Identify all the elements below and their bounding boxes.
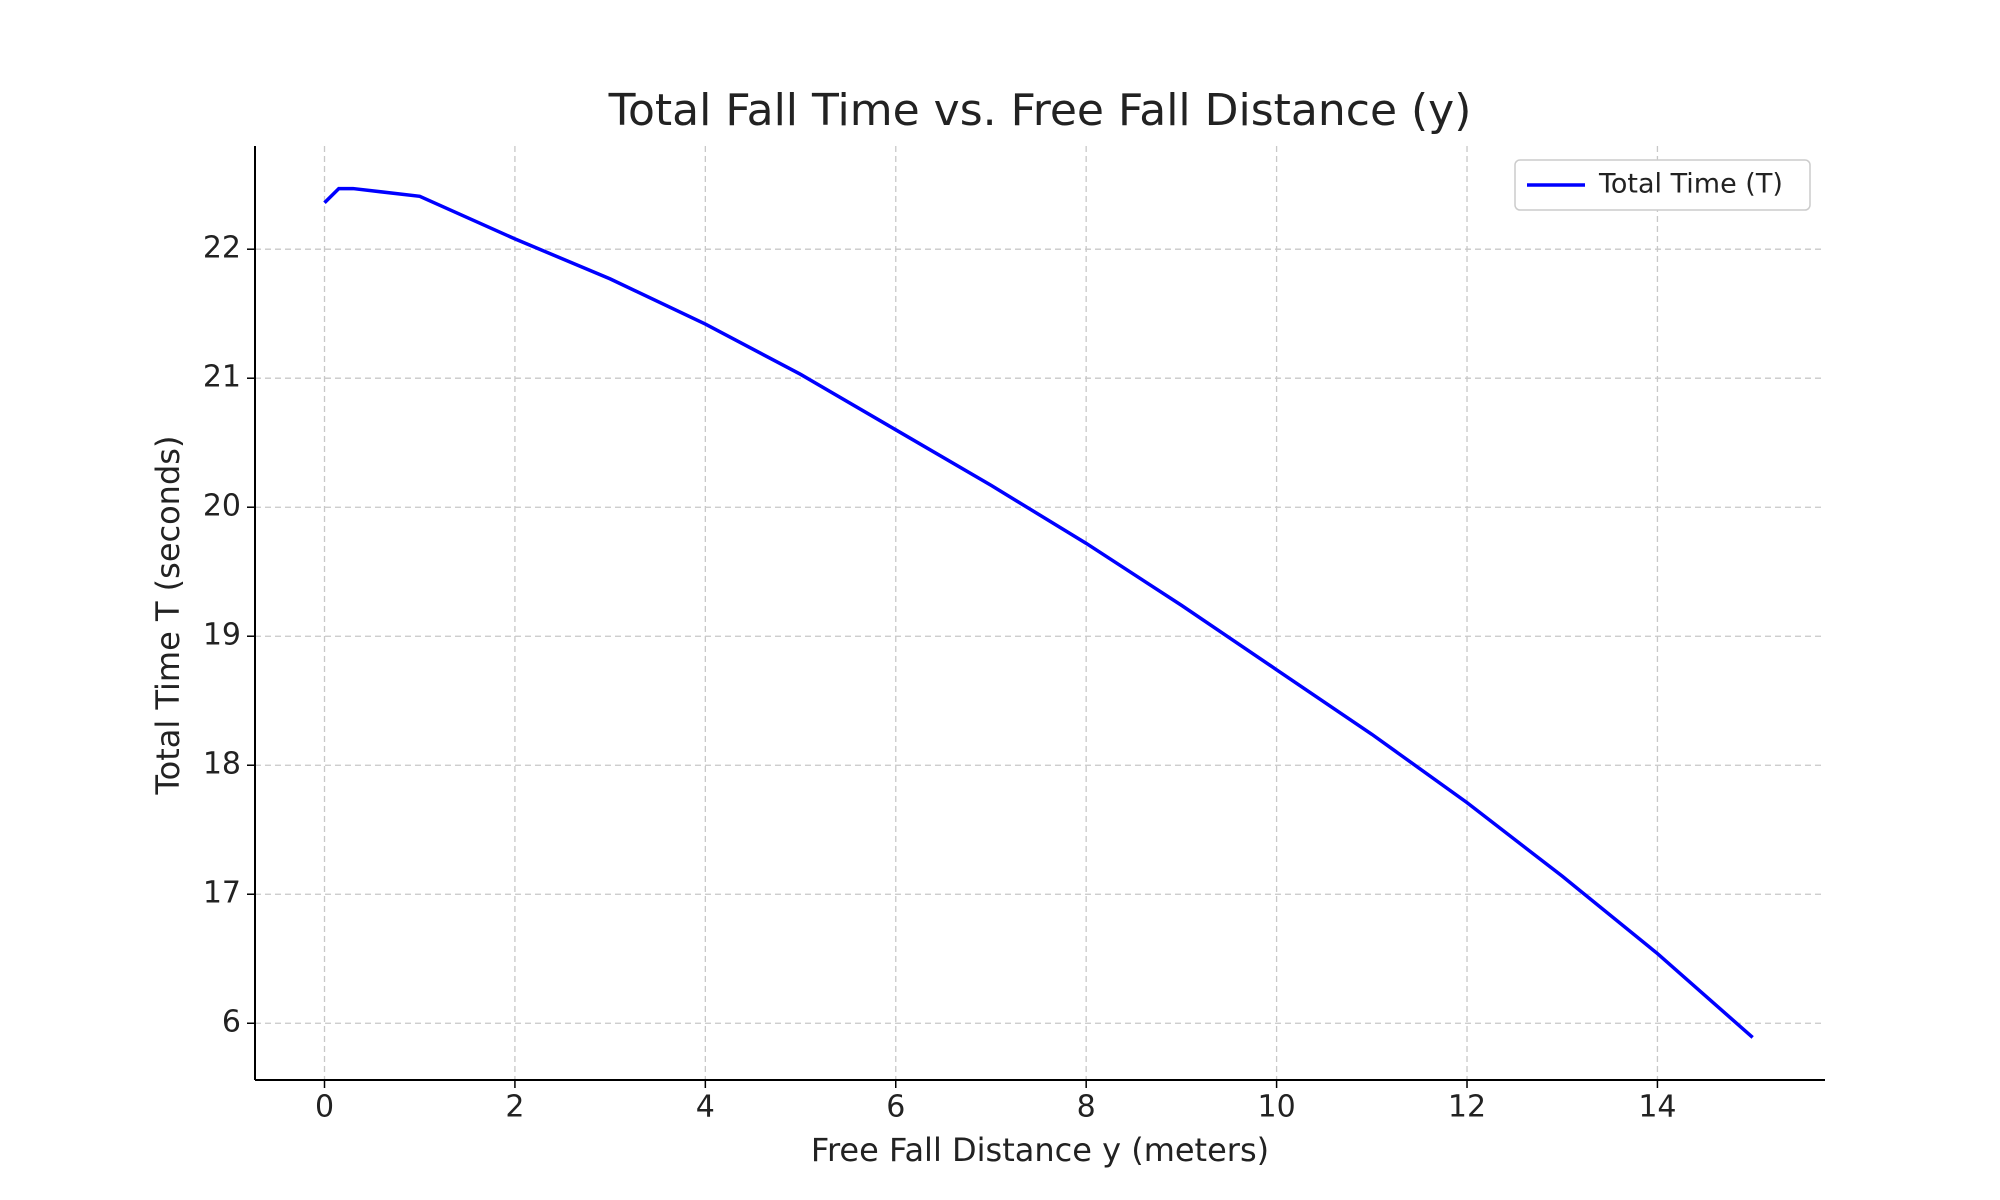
- y-tick-label: 20: [203, 489, 241, 524]
- legend: Total Time (T): [1514, 159, 1811, 211]
- y-tick-label: 21: [203, 360, 241, 395]
- y-axis-label: Total Time T (seconds): [149, 436, 187, 796]
- legend-label: Total Time (T): [1598, 169, 1783, 200]
- x-tick-label: 6: [886, 1090, 905, 1125]
- y-tick-label: 22: [203, 231, 241, 266]
- y-tick-label: 17: [203, 876, 241, 911]
- x-tick-label: 0: [315, 1090, 334, 1125]
- x-tick-label: 8: [1077, 1090, 1096, 1125]
- chart-title: Total Fall Time vs. Free Fall Distance (…: [608, 85, 1472, 136]
- x-tick-label: 2: [505, 1090, 524, 1125]
- legend-box: [1514, 159, 1811, 211]
- x-tick-label: 4: [696, 1090, 715, 1125]
- y-tick-label: 18: [203, 747, 241, 782]
- y-tick-label: 6: [222, 1005, 241, 1040]
- x-tick-label: 12: [1448, 1090, 1486, 1125]
- line: [323, 186, 1754, 1039]
- x-axis-label: Free Fall Distance y (meters): [811, 1131, 1269, 1169]
- x-tick-label: 10: [1258, 1090, 1296, 1125]
- y-tick-label: 19: [203, 618, 241, 653]
- x-tick-label: 14: [1638, 1090, 1676, 1125]
